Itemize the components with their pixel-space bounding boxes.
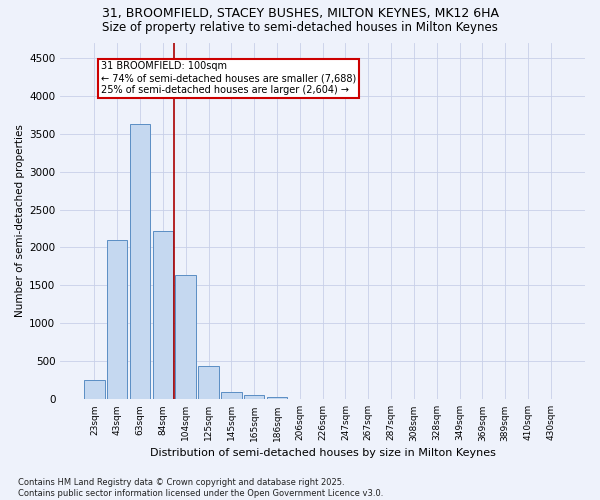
Bar bbox=[198, 366, 219, 400]
Bar bbox=[244, 395, 265, 400]
Bar bbox=[221, 392, 242, 400]
Y-axis label: Number of semi-detached properties: Number of semi-detached properties bbox=[15, 124, 25, 318]
Bar bbox=[267, 397, 287, 400]
Bar bbox=[84, 380, 104, 400]
Bar bbox=[130, 124, 151, 400]
Bar bbox=[107, 240, 127, 400]
X-axis label: Distribution of semi-detached houses by size in Milton Keynes: Distribution of semi-detached houses by … bbox=[150, 448, 496, 458]
Text: 31, BROOMFIELD, STACEY BUSHES, MILTON KEYNES, MK12 6HA: 31, BROOMFIELD, STACEY BUSHES, MILTON KE… bbox=[101, 8, 499, 20]
Text: 31 BROOMFIELD: 100sqm
← 74% of semi-detached houses are smaller (7,688)
25% of s: 31 BROOMFIELD: 100sqm ← 74% of semi-deta… bbox=[101, 62, 356, 94]
Text: Size of property relative to semi-detached houses in Milton Keynes: Size of property relative to semi-detach… bbox=[102, 22, 498, 35]
Bar bbox=[175, 275, 196, 400]
Bar bbox=[152, 231, 173, 400]
Text: Contains HM Land Registry data © Crown copyright and database right 2025.
Contai: Contains HM Land Registry data © Crown c… bbox=[18, 478, 383, 498]
